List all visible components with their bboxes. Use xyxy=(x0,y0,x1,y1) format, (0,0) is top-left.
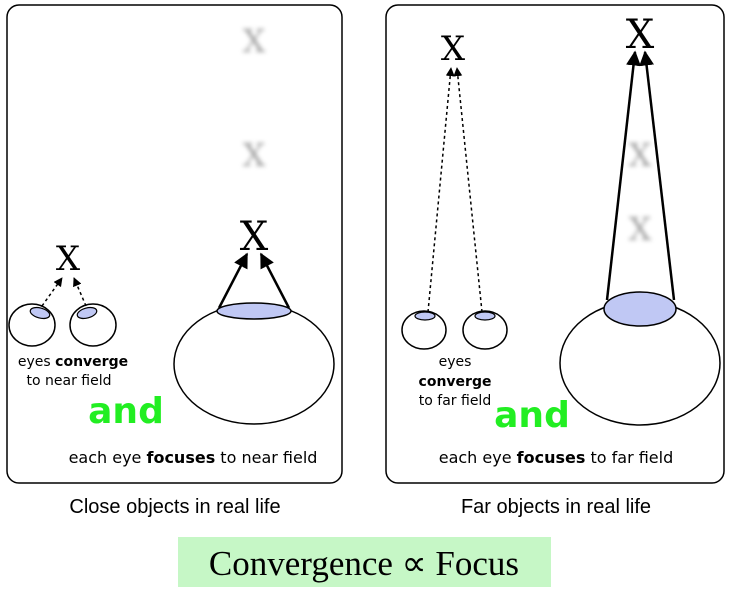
eyes-label: eyes xyxy=(439,354,472,370)
focus-ray-right xyxy=(639,50,676,301)
far-field-label: to far field xyxy=(419,393,491,409)
formula-background xyxy=(178,537,551,587)
blurred-x-mark: X xyxy=(243,136,266,174)
convergence-line-right xyxy=(453,67,483,313)
eyes-converge-text: eyes converge xyxy=(18,354,128,370)
near-target-x: X xyxy=(56,239,81,279)
and-text: and xyxy=(88,391,164,432)
right-panel: X eyes converge to far field and X X X xyxy=(385,4,725,484)
focus-text: each eye focuses to near field xyxy=(69,448,318,467)
left-eye-small xyxy=(401,310,447,350)
focus-ray-left xyxy=(605,50,641,301)
formula-text: Convergence ∝ Focus xyxy=(209,544,519,583)
right-caption: Far objects in real life xyxy=(461,496,651,518)
right-eye-small xyxy=(69,303,117,347)
and-text: and xyxy=(494,395,570,436)
focus-target-x: X xyxy=(240,214,269,260)
right-eye-small xyxy=(462,310,508,350)
big-eye-far xyxy=(559,291,721,426)
blurred-x-mark: X xyxy=(629,210,652,248)
converge-label: converge xyxy=(55,354,128,370)
focus-ray-left xyxy=(217,252,249,309)
blurred-x-mark: X xyxy=(243,22,266,60)
far-target-x: X xyxy=(441,29,466,69)
focus-text: each eye focuses to far field xyxy=(439,448,674,467)
blurred-x-mark: X xyxy=(629,136,652,174)
near-field-label: to near field xyxy=(27,373,112,389)
eyes-label: eyes xyxy=(18,354,51,370)
left-panel: X X X eyes converge to near field and X xyxy=(6,4,343,484)
left-caption: Close objects in real life xyxy=(69,496,280,518)
convergence-line-left xyxy=(427,67,455,313)
focus-target-x: X xyxy=(626,12,655,58)
convergence-line-right xyxy=(73,277,87,307)
converge-label: converge xyxy=(419,374,492,390)
big-eye-near xyxy=(173,302,335,425)
focus-ray-right xyxy=(259,252,291,309)
left-eye-small xyxy=(8,303,56,347)
